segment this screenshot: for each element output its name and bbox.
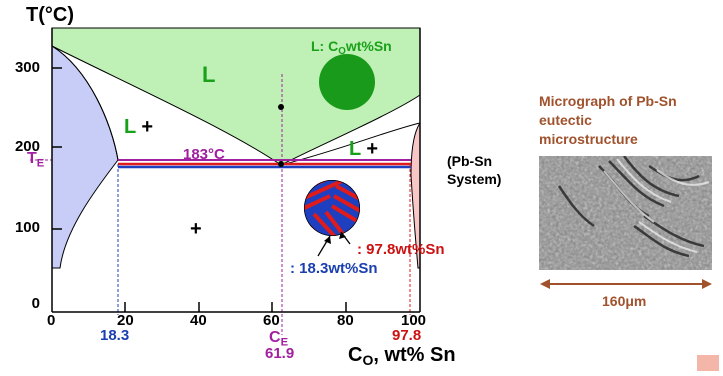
alpha-plus-beta-label: + — [190, 218, 202, 240]
eutectic-temp-label: 183°C — [183, 146, 225, 163]
te-label: TE — [27, 150, 45, 170]
liquid-point — [278, 104, 284, 110]
blue-phase-label: : 18.3wt%Sn — [290, 260, 378, 277]
x-tick-0: 0 — [47, 312, 56, 329]
x-tick-60: 60 — [263, 312, 280, 329]
scale-arrow-right — [702, 279, 712, 289]
arrow-blue-head — [324, 236, 331, 244]
liquid-region-label: L — [202, 62, 216, 87]
liquid-composition-label: L: COwt%Sn — [311, 38, 392, 57]
liquid-blob — [319, 54, 375, 110]
arrow-red-head — [339, 232, 346, 239]
alpha-solidus-line — [51, 45, 119, 161]
l-plus-beta-label: L + — [349, 138, 379, 160]
x-tick-40: 40 — [190, 312, 207, 329]
left-composition-value: 18.3 — [100, 327, 130, 344]
scale-arrow-left — [540, 279, 550, 289]
system-label: (Pb-Sn System) — [447, 153, 502, 187]
red-phase-label: : 97.8wt%Sn — [357, 241, 445, 258]
eutectic-micrograph — [539, 156, 712, 270]
corner-logo — [697, 355, 719, 371]
x-tick-80: 80 — [337, 312, 354, 329]
micrograph-title: Micrograph of Pb-Sn eutectic microstructur… — [539, 93, 677, 147]
l-plus-alpha-label: L + — [124, 116, 154, 138]
y-tick-300: 300 — [14, 59, 40, 76]
eutectic-structure-circle — [304, 180, 360, 236]
x-tick-20: 20 — [117, 312, 134, 329]
right-composition-value: 97.8 — [392, 327, 422, 344]
x-tick-100: 100 — [401, 312, 427, 329]
ce-label: CE — [269, 329, 289, 349]
y-tick-0: 0 — [31, 295, 40, 312]
y-tick-200: 200 — [14, 138, 40, 155]
x-axis-title: CO, wt% Sn — [348, 344, 456, 369]
eutectic-point — [278, 161, 284, 167]
beta-region — [410, 121, 421, 269]
y-tick-100: 100 — [14, 219, 40, 236]
y-axis-title: T(°C) — [26, 4, 74, 26]
scale-label: 160μm — [602, 293, 647, 309]
ce-value: 61.9 — [265, 345, 295, 362]
